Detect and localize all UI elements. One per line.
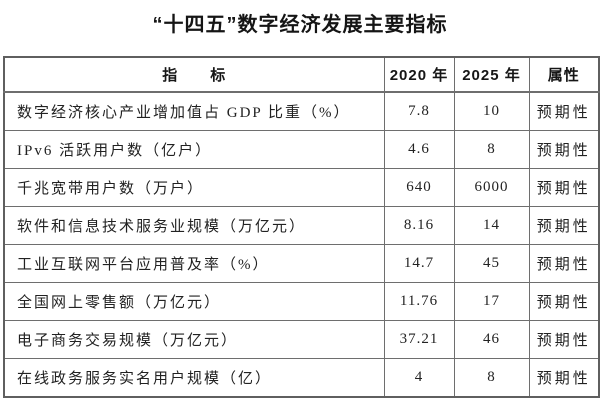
table-row: 电子商务交易规模（万亿元） 37.21 46 预期性 xyxy=(3,320,600,359)
cell-2025-value: 8 xyxy=(453,358,530,398)
header-2025: 2025 年 xyxy=(453,56,530,93)
cell-2020-value: 14.7 xyxy=(383,244,455,283)
cell-attribute: 预期性 xyxy=(528,358,600,398)
table-row: IPv6 活跃用户数（亿户） 4.6 8 预期性 xyxy=(3,130,600,169)
header-2020: 2020 年 xyxy=(383,56,455,93)
cell-2020-value: 4.6 xyxy=(383,130,455,169)
cell-2020-value: 7.8 xyxy=(383,91,455,131)
cell-attribute: 预期性 xyxy=(528,130,600,169)
cell-2025-value: 17 xyxy=(453,282,530,321)
cell-indicator: 在线政务服务实名用户规模（亿） xyxy=(3,358,385,398)
cell-indicator: 软件和信息技术服务业规模（万亿元） xyxy=(3,206,385,245)
cell-2025-value: 10 xyxy=(453,91,530,131)
table-row: 数字经济核心产业增加值占 GDP 比重（%） 7.8 10 预期性 xyxy=(3,91,600,131)
cell-attribute: 预期性 xyxy=(528,320,600,359)
cell-indicator: 数字经济核心产业增加值占 GDP 比重（%） xyxy=(3,91,385,131)
cell-2025-value: 46 xyxy=(453,320,530,359)
table-row: 千兆宽带用户数（万户） 640 6000 预期性 xyxy=(3,168,600,207)
cell-2020-value: 37.21 xyxy=(383,320,455,359)
cell-indicator: 电子商务交易规模（万亿元） xyxy=(3,320,385,359)
cell-indicator: 千兆宽带用户数（万户） xyxy=(3,168,385,207)
cell-attribute: 预期性 xyxy=(528,91,600,131)
cell-2020-value: 11.76 xyxy=(383,282,455,321)
cell-2020-value: 8.16 xyxy=(383,206,455,245)
cell-indicator: 工业互联网平台应用普及率（%） xyxy=(3,244,385,283)
cell-2025-value: 8 xyxy=(453,130,530,169)
cell-2020-value: 640 xyxy=(383,168,455,207)
table-row: 全国网上零售额（万亿元） 11.76 17 预期性 xyxy=(3,282,600,321)
cell-attribute: 预期性 xyxy=(528,282,600,321)
cell-2025-value: 45 xyxy=(453,244,530,283)
cell-attribute: 预期性 xyxy=(528,206,600,245)
cell-indicator: 全国网上零售额（万亿元） xyxy=(3,282,385,321)
cell-2025-value: 14 xyxy=(453,206,530,245)
cell-2020-value: 4 xyxy=(383,358,455,398)
page-title: “十四五”数字经济发展主要指标 xyxy=(152,14,448,36)
cell-attribute: 预期性 xyxy=(528,168,600,207)
table-row: 工业互联网平台应用普及率（%） 14.7 45 预期性 xyxy=(3,244,600,283)
indicators-table: 指 标 2020 年 2025 年 属性 数字经济核心产业增加值占 GDP 比重… xyxy=(3,56,600,398)
table-row: 在线政务服务实名用户规模（亿） 4 8 预期性 xyxy=(3,358,600,398)
table-header-row: 指 标 2020 年 2025 年 属性 xyxy=(3,56,600,93)
header-indicator: 指 标 xyxy=(3,56,385,93)
table-row: 软件和信息技术服务业规模（万亿元） 8.16 14 预期性 xyxy=(3,206,600,245)
cell-2025-value: 6000 xyxy=(453,168,530,207)
header-attribute: 属性 xyxy=(528,56,600,93)
cell-indicator: IPv6 活跃用户数（亿户） xyxy=(3,130,385,169)
cell-attribute: 预期性 xyxy=(528,244,600,283)
